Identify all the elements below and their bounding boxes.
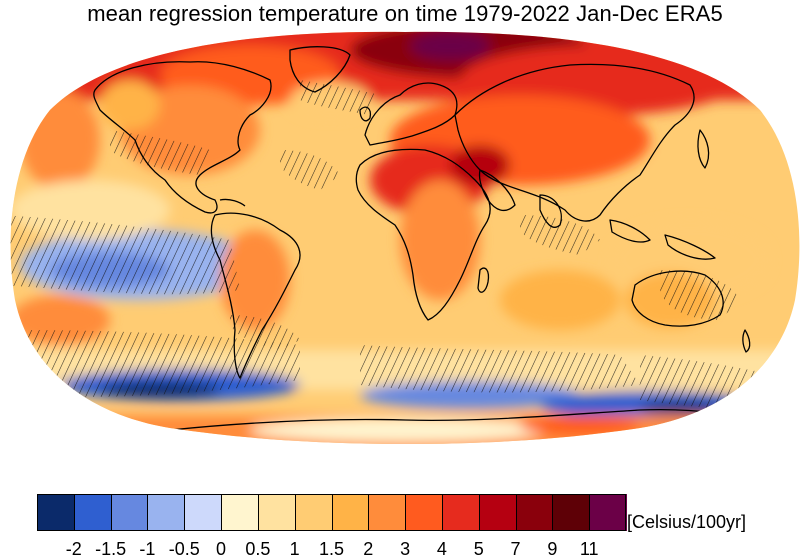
colorbar-units: [Celsius/100yr]	[627, 512, 747, 532]
colorbar-tick-label: 1.5	[318, 539, 345, 559]
colorbar-tick-label: 0	[216, 539, 227, 559]
colorbar-tick-label: 5	[473, 539, 484, 559]
colorbar-swatch	[368, 494, 406, 531]
significance-hatching	[10, 80, 790, 410]
colorbar-swatch	[110, 494, 148, 531]
colorbar-swatch	[441, 494, 480, 531]
colorbar-swatch	[184, 494, 222, 531]
colorbar-swatch	[73, 494, 112, 531]
colorbar-swatch	[331, 494, 369, 531]
colorbar-swatch	[221, 494, 259, 531]
temperature-trend-map	[10, 31, 800, 444]
colorbar-tick-label: 1	[289, 539, 300, 559]
colorbar-tick-label: 3	[400, 539, 411, 559]
colorbar-tick-label: 7	[510, 539, 521, 559]
colorbar-swatch	[478, 494, 517, 531]
colorbar-tick-label: -1.5	[95, 539, 127, 559]
colorbar-swatch	[294, 494, 332, 531]
colorbar-swatch	[147, 494, 185, 531]
colorbar-tick-label: -0.5	[168, 539, 200, 559]
colorbar-tick-label: 2	[363, 539, 374, 559]
globe	[10, 31, 800, 444]
colorbar	[37, 494, 627, 531]
colorbar-tick-label: 11	[579, 539, 599, 559]
colorbar-swatch	[37, 494, 75, 531]
colorbar-swatch	[405, 494, 443, 531]
colorbar-swatch	[589, 494, 627, 531]
map-title: mean regression temperature on time 1979…	[87, 1, 723, 26]
colorbar-tick-label: 4	[436, 539, 447, 559]
colorbar-tick-label: -1	[139, 539, 156, 559]
colorbar-swatch	[257, 494, 296, 531]
colorbar-swatch	[515, 494, 553, 531]
colorbar-swatch	[552, 494, 590, 531]
colorbar-tick-label: -2	[65, 539, 82, 559]
coastlines	[93, 46, 761, 431]
colorbar-tick-label: 0.5	[245, 539, 271, 559]
colorbar-tick-label: 9	[547, 539, 558, 559]
